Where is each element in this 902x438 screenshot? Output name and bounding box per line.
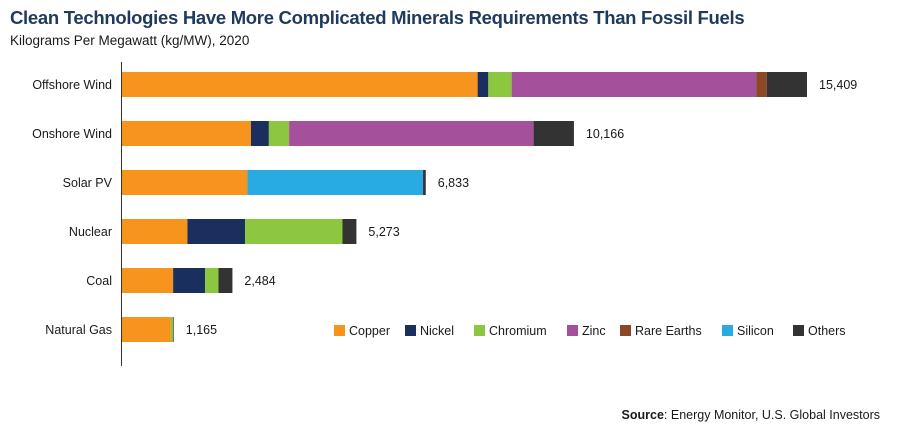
bar-segment-onshore-wind-others bbox=[533, 121, 574, 146]
bar-segment-nuclear-copper bbox=[122, 219, 188, 244]
bar-segment-coal-copper bbox=[122, 268, 174, 293]
category-label-solar-pv: Solar PV bbox=[63, 176, 113, 190]
chart-title: Clean Technologies Have More Complicated… bbox=[10, 7, 745, 28]
total-label-offshore-wind: 15,409 bbox=[819, 78, 857, 92]
bar-segment-natural-gas-chromium bbox=[170, 317, 174, 342]
category-label-onshore-wind: Onshore Wind bbox=[32, 127, 112, 141]
bar-segment-offshore-wind-zinc bbox=[511, 72, 757, 97]
legend-label-nickel: Nickel bbox=[420, 324, 454, 338]
bar-segment-solar-pv-silicon bbox=[247, 170, 424, 195]
bar-segment-natural-gas-copper bbox=[122, 317, 171, 342]
bar-segment-coal-nickel bbox=[173, 268, 206, 293]
total-label-onshore-wind: 10,166 bbox=[586, 127, 624, 141]
bar-segment-offshore-wind-nickel bbox=[477, 72, 489, 97]
bar-segment-solar-pv-copper bbox=[122, 170, 248, 195]
category-label-offshore-wind: Offshore Wind bbox=[32, 78, 112, 92]
bar-segment-offshore-wind-copper bbox=[122, 72, 478, 97]
legend-label-chromium: Chromium bbox=[489, 324, 547, 338]
legend-swatch-silicon bbox=[722, 325, 733, 336]
bar-segment-coal-others bbox=[218, 268, 233, 293]
total-label-nuclear: 5,273 bbox=[368, 225, 399, 239]
legend-swatch-chromium bbox=[474, 325, 485, 336]
legend-swatch-rare-earths bbox=[620, 325, 631, 336]
category-label-nuclear: Nuclear bbox=[69, 225, 112, 239]
source-note: Source: Energy Monitor, U.S. Global Inve… bbox=[622, 408, 880, 422]
legend-label-zinc: Zinc bbox=[582, 324, 606, 338]
chart-subtitle: Kilograms Per Megawatt (kg/MW), 2020 bbox=[10, 33, 250, 48]
source-label: Source bbox=[621, 408, 664, 422]
bar-segment-coal-chromium bbox=[205, 268, 219, 293]
legend-label-silicon: Silicon bbox=[737, 324, 774, 338]
total-label-natural-gas: 1,165 bbox=[186, 323, 217, 337]
category-label-natural-gas: Natural Gas bbox=[45, 323, 112, 337]
bar-segment-onshore-wind-chromium bbox=[268, 121, 290, 146]
legend-swatch-others bbox=[793, 325, 804, 336]
bar-segment-nuclear-chromium bbox=[245, 219, 343, 244]
bar-segment-onshore-wind-nickel bbox=[250, 121, 269, 146]
bar-segment-offshore-wind-rare-earths bbox=[756, 72, 767, 97]
legend-swatch-zinc bbox=[567, 325, 578, 336]
total-label-coal: 2,484 bbox=[244, 274, 275, 288]
legend-swatch-nickel bbox=[405, 325, 416, 336]
category-label-coal: Coal bbox=[86, 274, 112, 288]
legend-label-others: Others bbox=[808, 324, 846, 338]
bar-segment-nuclear-others bbox=[342, 219, 357, 244]
bar-segment-nuclear-nickel bbox=[187, 219, 246, 244]
bar-segment-offshore-wind-chromium bbox=[488, 72, 512, 97]
total-label-solar-pv: 6,833 bbox=[438, 176, 469, 190]
legend-label-copper: Copper bbox=[349, 324, 390, 338]
source-text: : Energy Monitor, U.S. Global Investors bbox=[663, 408, 880, 422]
bar-segment-onshore-wind-copper bbox=[122, 121, 251, 146]
bar-segment-solar-pv-others bbox=[423, 170, 426, 195]
bar-segment-natural-gas-others bbox=[173, 317, 174, 342]
legend-swatch-copper bbox=[334, 325, 345, 336]
bar-segment-onshore-wind-zinc bbox=[289, 121, 534, 146]
legend-label-rare-earths: Rare Earths bbox=[635, 324, 702, 338]
bar-segment-offshore-wind-others bbox=[766, 72, 807, 97]
